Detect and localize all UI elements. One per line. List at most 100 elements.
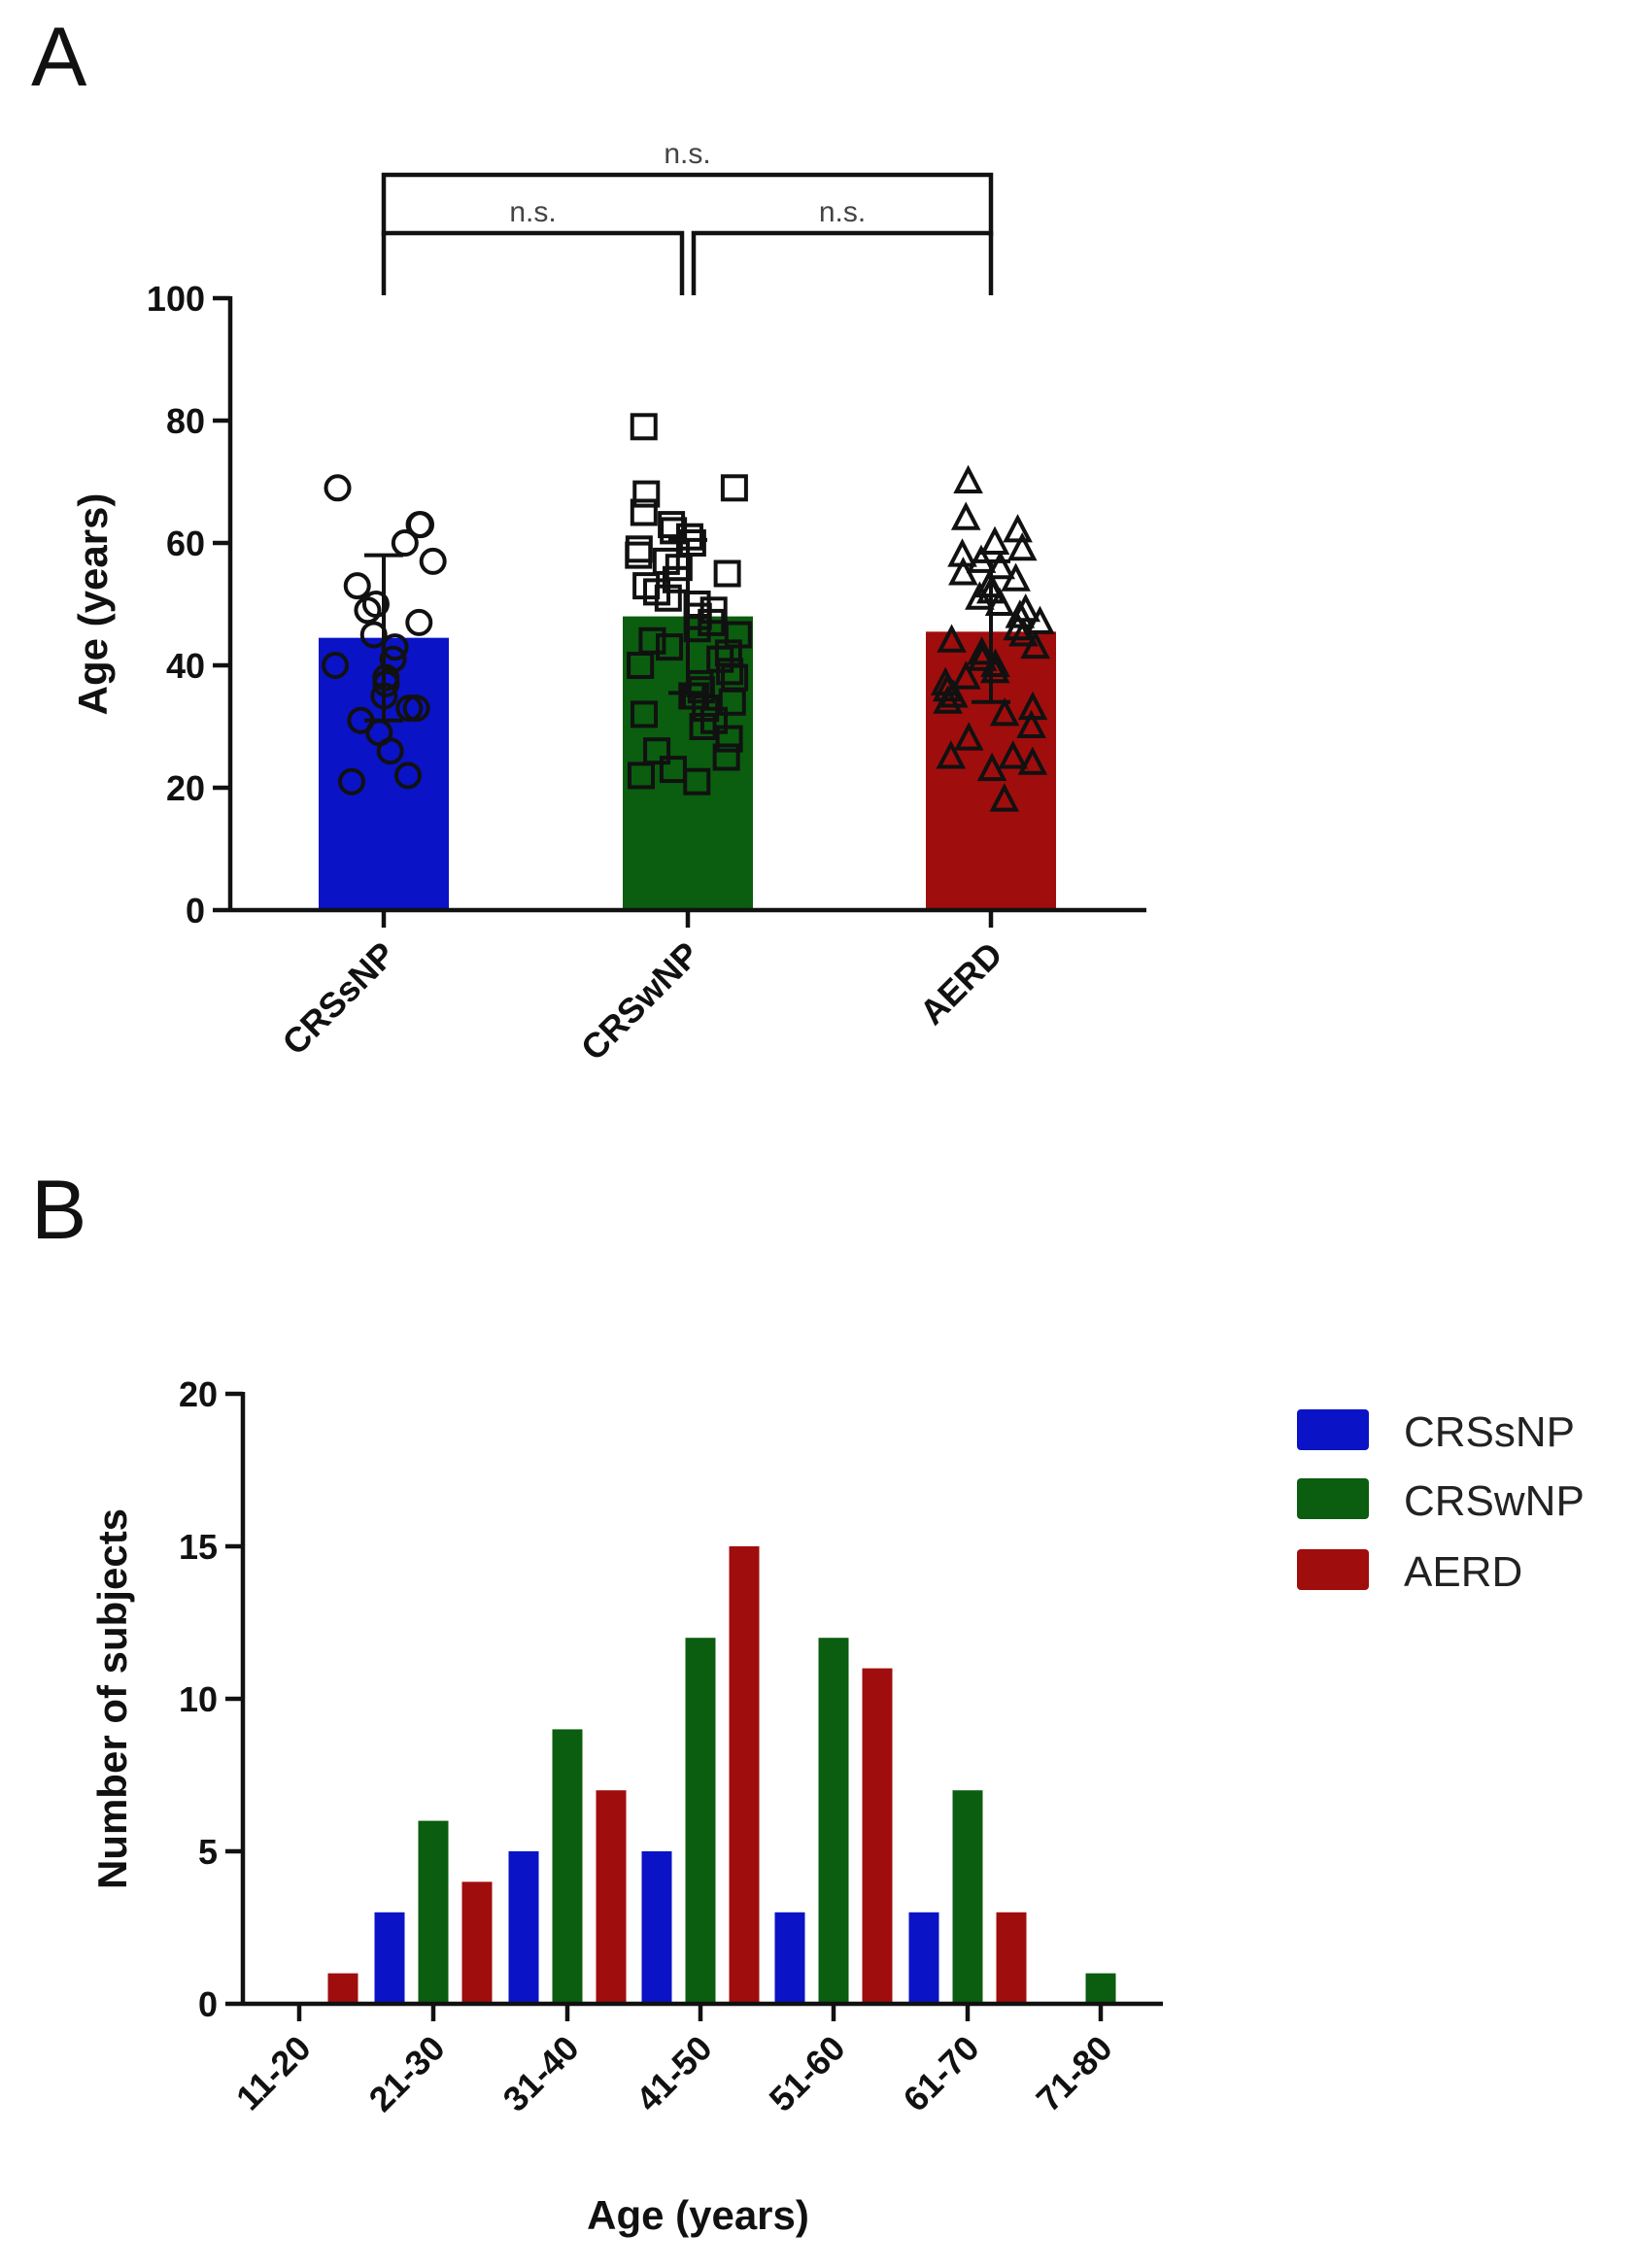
point-aerd-38 <box>953 464 983 493</box>
point-aerd-0 <box>989 783 1020 812</box>
bar-crswnp-41-50 <box>685 1638 716 2004</box>
panel-a-letter: A <box>31 11 87 104</box>
sig-label-crssnp-aerd: n.s. <box>664 138 710 170</box>
bar-crssnp-41-50 <box>641 1851 672 2004</box>
y-tick-label-60: 60 <box>166 524 205 563</box>
bar-aerd-21-30 <box>461 1881 493 2004</box>
point-crssnp-18 <box>419 547 447 575</box>
point-crswnp-32 <box>713 559 741 588</box>
point-aerd-35 <box>979 525 1010 555</box>
bar-aerd-11-20 <box>327 1973 358 2004</box>
sig-label-crswnp-aerd: n.s. <box>819 196 866 228</box>
point-aerd-2 <box>1017 746 1048 775</box>
point-aerd-4 <box>936 740 967 769</box>
legend: CRSsNP CRSwNP AERD <box>1297 1408 1585 1596</box>
bar-crssnp-51-60 <box>774 1912 805 2004</box>
legend-label-crssnp: CRSsNP <box>1404 1408 1575 1456</box>
bar-crssnp-31-40 <box>508 1851 539 2004</box>
legend-swatch-aerd <box>1297 1549 1369 1590</box>
point-crssnp-19 <box>391 529 419 557</box>
point-aerd-5 <box>953 722 984 751</box>
point-aerd-6 <box>1016 709 1046 738</box>
point-crswnp-39 <box>660 517 688 545</box>
bracket-crswnp-aerd <box>691 230 994 295</box>
y-tick-label-20: 20 <box>166 768 205 808</box>
point-crswnp-30 <box>632 572 661 600</box>
point-crswnp-4 <box>643 737 671 765</box>
point-aerd-12 <box>930 666 961 695</box>
y-tick-label-b-5: 5 <box>198 1832 218 1872</box>
y-tick-label-b-0: 0 <box>198 1984 218 2024</box>
point-crswnp-41 <box>630 498 658 526</box>
bar-crswnp-51-60 <box>818 1638 849 2004</box>
x-tick-label-b-51-60: 51-60 <box>762 2028 853 2119</box>
point-crssnp-10 <box>322 652 350 679</box>
x-tick-label-b-41-50: 41-50 <box>629 2028 720 2119</box>
point-crssnp-16 <box>361 591 390 618</box>
point-aerd-19 <box>937 624 967 653</box>
bar-crssnp-21-30 <box>374 1912 405 2004</box>
bar-crswnp-71-80 <box>1085 1973 1116 2004</box>
point-crssnp-0 <box>338 767 366 795</box>
y-tick-label-b-15: 15 <box>179 1527 218 1567</box>
point-crswnp-42 <box>632 480 661 508</box>
error-bar-aerd <box>972 559 1010 704</box>
x-tick-label-crssnp: CRSsNP <box>274 934 402 1063</box>
y-tick-label-80: 80 <box>166 401 205 441</box>
bracket-crssnp-aerd <box>381 172 994 236</box>
x-tick-label-aerd: AERD <box>912 934 1010 1032</box>
point-aerd-24 <box>1010 592 1040 623</box>
legend-swatch-crssnp <box>1297 1409 1369 1450</box>
point-aerd-13 <box>951 660 981 690</box>
x-tick-label-crswnp: CRSwNP <box>573 934 707 1068</box>
point-aerd-36 <box>1003 514 1033 543</box>
point-crswnp-19 <box>714 639 742 667</box>
point-aerd-8 <box>1017 691 1048 721</box>
bar-crswnp-31-40 <box>552 1729 583 2004</box>
y-tick-label-100: 100 <box>147 279 205 319</box>
point-aerd-34 <box>1006 531 1038 561</box>
bar-crssnp-61-70 <box>908 1912 939 2004</box>
y-axis-title-b: Number of subjects <box>89 1508 135 1889</box>
point-crswnp-27 <box>683 591 711 618</box>
x-tick-label-b-31-40: 31-40 <box>495 2028 587 2119</box>
point-crswnp-5 <box>715 725 743 753</box>
point-aerd-31 <box>985 550 1015 580</box>
point-aerd-17 <box>967 636 997 665</box>
point-crssnp-21 <box>405 511 433 539</box>
point-crswnp-44 <box>630 413 658 441</box>
panel-b-letter: B <box>31 1164 86 1257</box>
point-crswnp-18 <box>706 645 734 673</box>
point-aerd-7 <box>989 697 1020 727</box>
point-crswnp-35 <box>625 541 653 569</box>
legend-label-crswnp: CRSwNP <box>1404 1477 1585 1525</box>
point-aerd-16 <box>967 642 998 671</box>
error-bar-crswnp <box>668 537 707 695</box>
point-crssnp-14 <box>405 608 433 636</box>
point-crswnp-20 <box>656 633 684 661</box>
point-aerd-1 <box>976 752 1007 782</box>
point-crswnp-1 <box>627 762 655 790</box>
point-crssnp-17 <box>343 572 371 600</box>
point-crswnp-34 <box>652 547 680 575</box>
y-tick-label-40: 40 <box>166 646 205 686</box>
point-crswnp-2 <box>659 756 687 784</box>
point-crswnp-21 <box>638 626 666 655</box>
y-axis-title: Age (years) <box>70 493 116 716</box>
point-crssnp-22 <box>324 474 352 502</box>
point-aerd-3 <box>998 740 1028 769</box>
point-crswnp-43 <box>720 474 748 502</box>
bar-aerd-31-40 <box>596 1790 627 2004</box>
y-tick-label-0: 0 <box>186 891 205 931</box>
x-axis-title-b: Age (years) <box>587 2192 809 2238</box>
bracket-crssnp-crswnp <box>381 230 685 295</box>
point-crswnp-36 <box>625 535 653 563</box>
x-tick-label-b-11-20: 11-20 <box>228 2028 319 2118</box>
y-tick-label-b-20: 20 <box>179 1374 218 1414</box>
x-tick-label-b-61-70: 61-70 <box>896 2028 987 2119</box>
bar-aerd-41-50 <box>729 1546 760 2004</box>
error-bar-crssnp <box>364 553 403 723</box>
sig-label-crssnp-crswnp: n.s. <box>509 196 556 228</box>
x-tick-label-b-21-30: 21-30 <box>361 2028 453 2119</box>
